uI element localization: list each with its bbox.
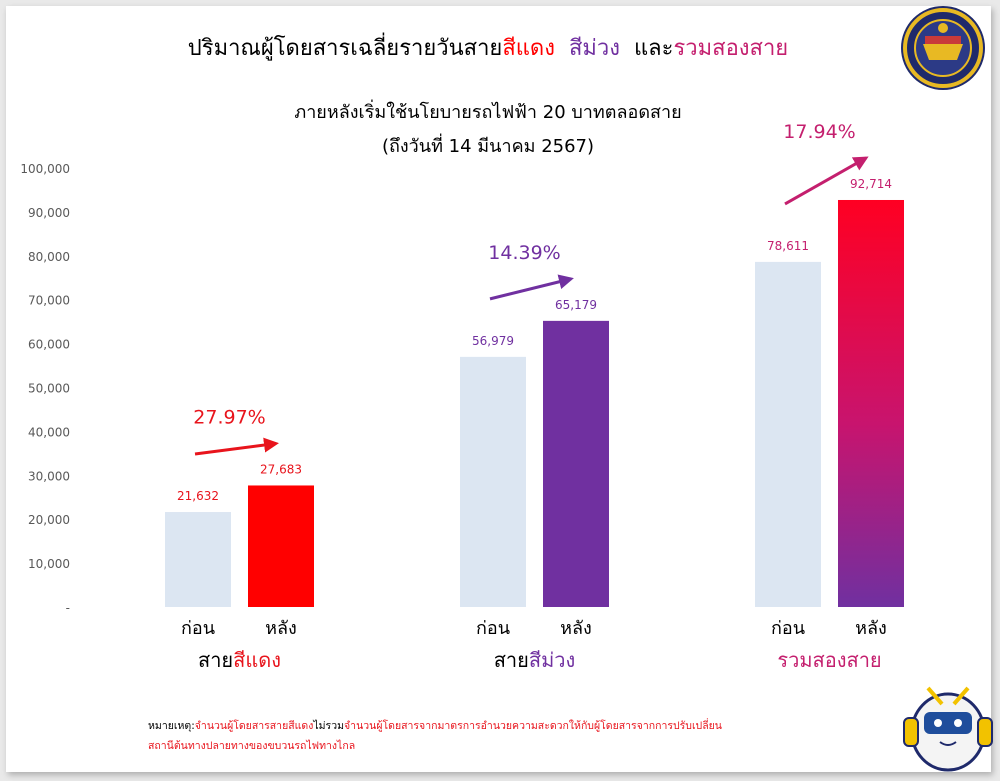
y-tick-label: 100,000 — [20, 162, 70, 176]
train-mascot-icon — [903, 686, 993, 772]
data-label-after: 65,179 — [555, 298, 597, 312]
group-label: สายสีม่วง — [494, 648, 576, 672]
note-line1: หมายเหตุ:จำนวนผู้โดยสารสายสีแดงไม่รวมจำน… — [148, 718, 722, 732]
increase-arrow — [194, 437, 279, 456]
y-tick-label: 80,000 — [28, 250, 70, 264]
category-label-before: ก่อน — [181, 618, 215, 639]
percent-change-label: 17.94% — [783, 121, 855, 143]
note-label: หมายเหตุ: — [148, 720, 195, 732]
group-label: รวมสองสาย — [777, 648, 881, 672]
note-part3: จำนวนผู้โดยสารจากมาตรการอำนวยความสะดวกให… — [344, 718, 722, 732]
title-red: สีแดง — [502, 36, 555, 61]
data-label-before: 56,979 — [472, 334, 514, 348]
bar-after — [838, 199, 904, 607]
bar-before — [460, 356, 526, 607]
group-label-colored: รวมสองสาย — [777, 648, 881, 672]
ministry-seal-logo — [901, 6, 985, 90]
title-purple: สีม่วง — [569, 36, 620, 61]
bar-before — [755, 261, 821, 607]
category-label-after: หลัง — [265, 618, 297, 639]
bar-after — [543, 320, 609, 607]
bar-after — [248, 485, 314, 607]
data-label-after: 27,683 — [260, 462, 302, 476]
category-label-before: ก่อน — [771, 618, 805, 639]
note-part1: จำนวนผู้โดยสารสายสีแดง — [195, 719, 314, 732]
percent-change-label: 27.97% — [193, 406, 265, 428]
bar-before — [165, 512, 231, 607]
group-label-colored: สีแดง — [233, 648, 281, 672]
increase-arrow — [784, 156, 869, 206]
group-label-colored: สีม่วง — [529, 648, 575, 672]
y-tick-label: 10,000 — [28, 557, 70, 571]
y-tick-label: 60,000 — [28, 338, 70, 352]
note-part2: ไม่รวม — [312, 719, 344, 732]
category-label-after: หลัง — [855, 618, 887, 639]
data-label-before: 78,611 — [767, 239, 809, 253]
data-label-before: 21,632 — [177, 489, 219, 503]
title-and: และ — [634, 36, 673, 61]
category-label-after: หลัง — [560, 618, 592, 639]
chart-subtitle-line1: ภายหลังเริ่มใช้นโยบายรถไฟฟ้า 20 บาทตลอดส… — [294, 99, 681, 123]
group-label-prefix: สาย — [494, 648, 529, 672]
y-tick-label: 40,000 — [28, 425, 70, 439]
title-prefix: ปริมาณผู้โดยสารเฉลี่ยรายวันสาย — [188, 32, 503, 61]
note-line2: สถานีต้นทางปลายทางของขบวนรถไฟทางไกล — [148, 739, 355, 752]
y-tick-label: 50,000 — [28, 382, 70, 396]
y-tick-label: 30,000 — [28, 469, 70, 483]
category-label-before: ก่อน — [476, 618, 510, 639]
group-label-prefix: สาย — [198, 648, 233, 672]
title-both: รวมสองสาย — [673, 36, 788, 61]
y-tick-label: 90,000 — [28, 206, 70, 220]
percent-change-label: 14.39% — [488, 242, 560, 264]
data-label-after: 92,714 — [850, 177, 892, 191]
group-label: สายสีแดง — [198, 648, 281, 672]
y-tick-label: - — [66, 601, 70, 615]
y-tick-label: 20,000 — [28, 513, 70, 527]
chart-subtitle-line2: (ถึงวันที่ 14 มีนาคม 2567) — [382, 133, 594, 157]
y-tick-label: 70,000 — [28, 294, 70, 308]
chart-title: ปริมาณผู้โดยสารเฉลี่ยรายวันสายสีแดง สีม่ว… — [188, 32, 788, 61]
increase-arrow — [489, 274, 574, 301]
